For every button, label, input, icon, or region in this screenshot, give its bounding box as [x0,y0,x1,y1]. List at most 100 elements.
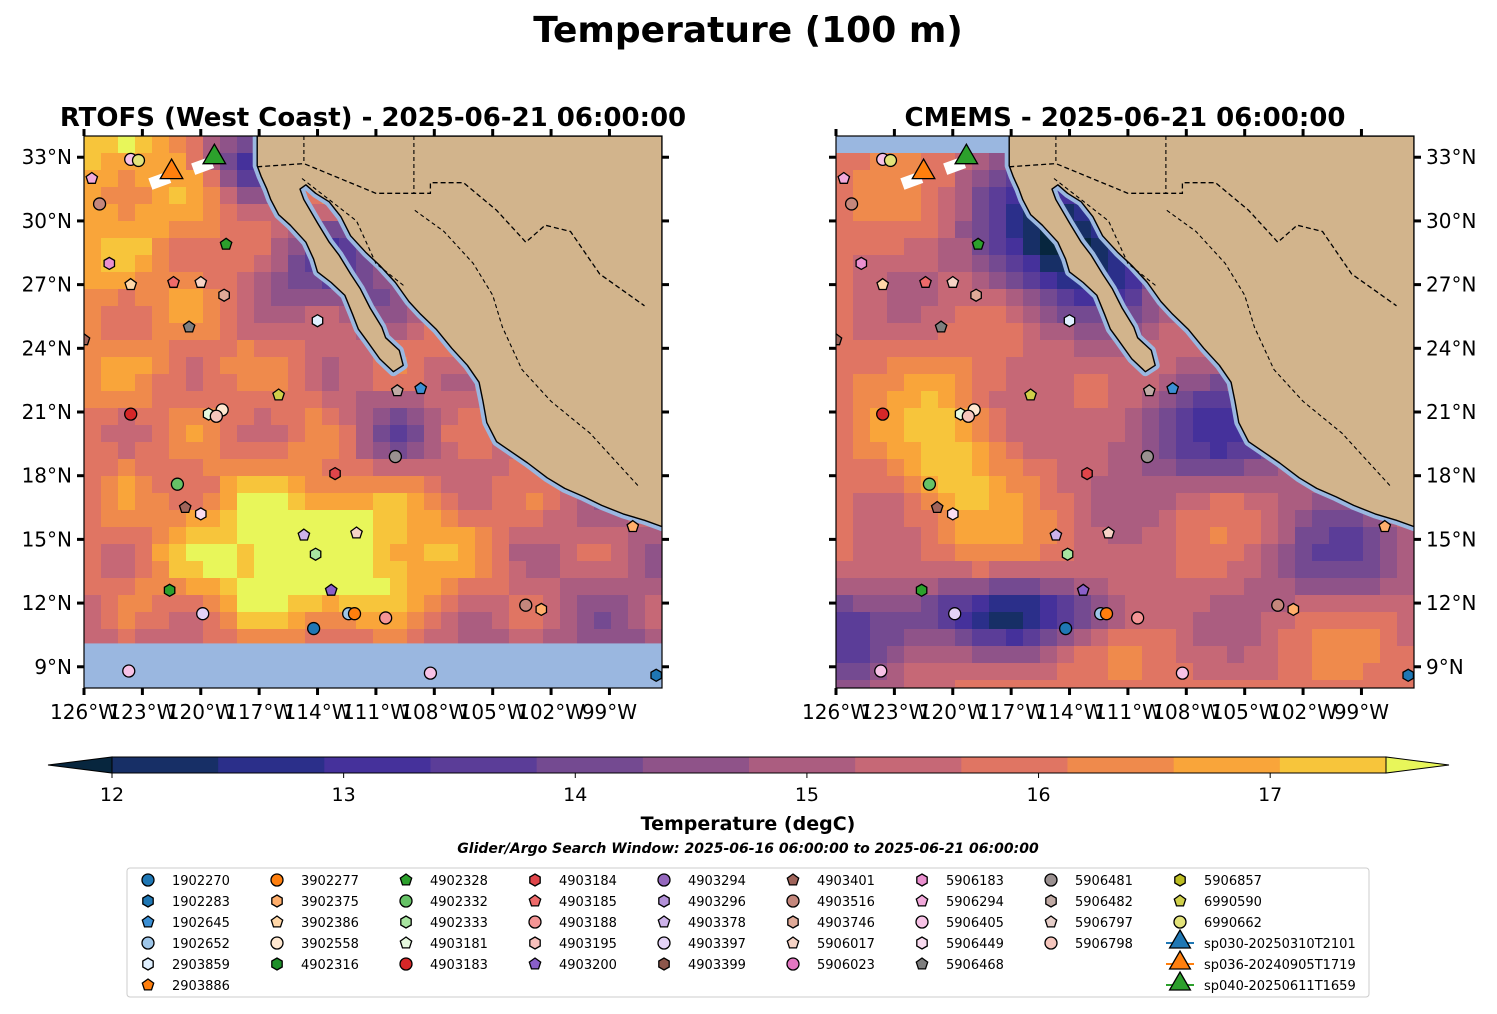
field-cell [1142,527,1160,545]
field-cell [1295,663,1313,681]
field-cell [475,561,493,579]
field-cell [1006,323,1024,341]
field-cell [475,629,493,647]
y-tick-label: 30°N [22,209,72,233]
field-cell [288,578,306,596]
state-border [414,209,640,487]
field-cell [237,187,255,205]
legend-label: 1902652 [172,937,230,952]
field-cell [441,357,459,375]
field-cell [441,374,459,392]
field-cell [836,272,854,290]
map-panel-cmems: CMEMS - 2025-06-21 06:00:00 126°W123°W12… [802,103,1476,724]
country-border [257,162,645,307]
field-cell [220,374,238,392]
field-cell [955,493,973,511]
field-cell [989,374,1007,392]
field-cell [1261,680,1279,688]
field-cell [118,170,136,188]
field-cell [887,340,905,358]
field-cell [356,544,374,562]
field-cell [1125,561,1143,579]
legend-label: 4903200 [559,958,617,973]
field-cell [152,493,170,511]
field-cell [972,187,990,205]
field-cell [594,544,612,562]
legend-label: 5906797 [1075,916,1133,931]
field-cell [1091,578,1109,596]
field-cell [904,493,922,511]
legend-marker [658,957,670,971]
field-cell [853,272,871,290]
field-cell [989,663,1007,681]
field-cell [1176,459,1194,477]
field-cell [84,425,102,443]
field-cell [1023,629,1041,647]
field-cell [118,629,136,647]
field-cell [203,340,221,358]
field-cell [1023,595,1041,613]
field-cell [1023,289,1041,307]
y-tick-label: 9°N [34,655,72,679]
legend-item: 5906797 [1044,915,1133,931]
field-cell [237,544,255,562]
field-cell [1023,680,1041,688]
field-cell [1023,663,1041,681]
field-cell [1227,646,1245,664]
field-cell [254,561,272,579]
field-cell [972,425,990,443]
legend-item: 4903399 [658,957,746,973]
field-cell [1057,680,1075,688]
field-cell [921,629,939,647]
field-cell [836,561,854,579]
field-cell [1210,391,1228,409]
legend-item: 4903746 [787,915,875,931]
field-cell [135,629,153,647]
field-cell [220,476,238,494]
field-cell [458,527,476,545]
field-cell [271,357,289,375]
field-cell [1074,425,1092,443]
field-cell [1006,544,1024,562]
legend-item: 5906017 [786,936,875,952]
field-cell [870,306,888,324]
field-cell [254,221,272,239]
field-cell [84,391,102,409]
legend-marker [270,873,284,887]
field-cell [853,646,871,664]
field-cell [1040,425,1058,443]
field-cell [577,561,595,579]
field-cell [560,595,578,613]
legend-label: sp030-20250310T2101 [1204,937,1356,952]
field-cell [220,255,238,273]
field-cell [1023,578,1041,596]
legend-marker [1168,928,1192,949]
field-cell [169,612,187,630]
field-cell [921,510,939,528]
land-mass [1008,136,1414,528]
field-cell [203,170,221,188]
field-cell [1142,544,1160,562]
glider-marker [911,157,936,180]
field-cell [186,442,204,460]
field-cell [1176,680,1194,688]
field-cell [237,527,255,545]
field-cell [271,561,289,579]
field-cell [254,323,272,341]
field-cell [972,459,990,477]
field-cell [390,323,408,341]
field-cell [339,459,357,477]
legend-marker [399,873,413,886]
field-cell [836,493,854,511]
field-cell [955,442,973,460]
field-cell [1244,612,1262,630]
field-cell [938,289,956,307]
field-cell [1040,663,1058,681]
field-cell [1227,578,1245,596]
field-cell [254,357,272,375]
field-cell [237,476,255,494]
field-cell [560,612,578,630]
field-cell [186,425,204,443]
field-cell [887,595,905,613]
field-cell [271,289,289,307]
